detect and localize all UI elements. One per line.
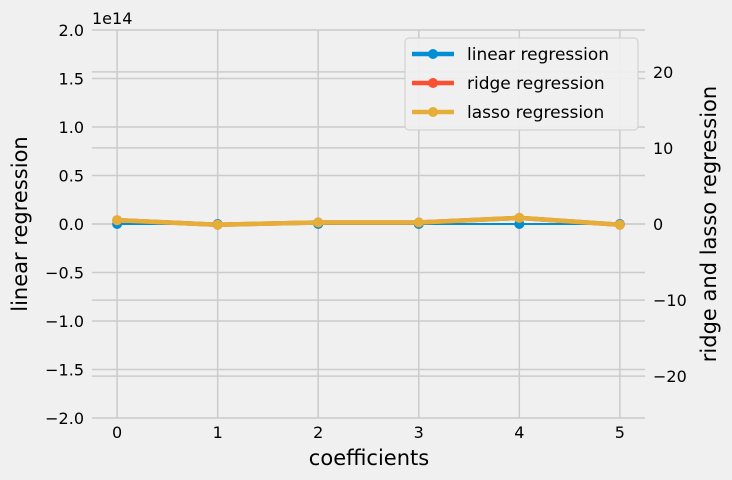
x-axis-label: coefficients xyxy=(309,446,429,470)
lasso-point xyxy=(313,217,324,228)
tick-labels: 0 1 2 3 4 5 −2.0 −1.5 −1.0 −0.5 0.0 0.5 1.0 1.5 2.0 −20… xyxy=(45,21,687,442)
left-y-tick-label: 0.0 xyxy=(59,215,84,234)
legend-marker-linear xyxy=(428,49,438,59)
left-y-tick-label: 1.5 xyxy=(59,70,84,89)
left-y-tick-label: −1.0 xyxy=(45,312,84,331)
x-tick-label: 1 xyxy=(213,423,223,442)
lasso-point xyxy=(614,219,625,230)
legend-marker-lasso xyxy=(428,107,438,117)
right-y-tick-label: −10 xyxy=(653,291,687,310)
lasso-point xyxy=(514,212,525,223)
left-y-tick-label: 1.0 xyxy=(59,118,84,137)
left-y-tick-label: −2.0 xyxy=(45,409,84,428)
lasso-point xyxy=(413,217,424,228)
legend-label-ridge: ridge regression xyxy=(467,74,605,94)
right-y-tick-label: −20 xyxy=(653,367,687,386)
left-y-tick-label: 0.5 xyxy=(59,167,84,186)
x-tick-label: 0 xyxy=(112,423,122,442)
right-y-axis-label: ridge and lasso regression xyxy=(697,86,721,362)
legend-item-lasso: lasso regression xyxy=(412,103,604,123)
legend-label-linear: linear regression xyxy=(467,45,609,65)
lasso-point xyxy=(112,215,123,226)
legend-label-lasso: lasso regression xyxy=(467,103,604,123)
left-y-tick-label: −1.5 xyxy=(45,361,84,380)
x-tick-label: 2 xyxy=(313,423,323,442)
legend-item-ridge: ridge regression xyxy=(412,74,605,94)
right-y-tick-label: 10 xyxy=(653,139,673,158)
legend: linear regression ridge regression lasso… xyxy=(404,37,639,131)
legend-box xyxy=(404,37,639,131)
y-offset-text: 1e14 xyxy=(92,9,132,28)
left-y-axis-label: linear regression xyxy=(8,136,32,311)
left-y-tick-label: 2.0 xyxy=(59,21,84,40)
lasso-point xyxy=(212,219,223,230)
x-tick-label: 3 xyxy=(414,423,424,442)
left-y-tick-label: −0.5 xyxy=(45,264,84,283)
legend-item-linear: linear regression xyxy=(412,45,609,65)
legend-marker-ridge xyxy=(428,78,438,88)
x-tick-label: 4 xyxy=(514,423,524,442)
right-y-tick-label: 20 xyxy=(653,63,673,82)
lasso-series-line xyxy=(117,215,621,228)
x-tick-label: 5 xyxy=(615,423,625,442)
series-layer xyxy=(112,212,625,230)
right-y-tick-label: 0 xyxy=(653,215,663,234)
